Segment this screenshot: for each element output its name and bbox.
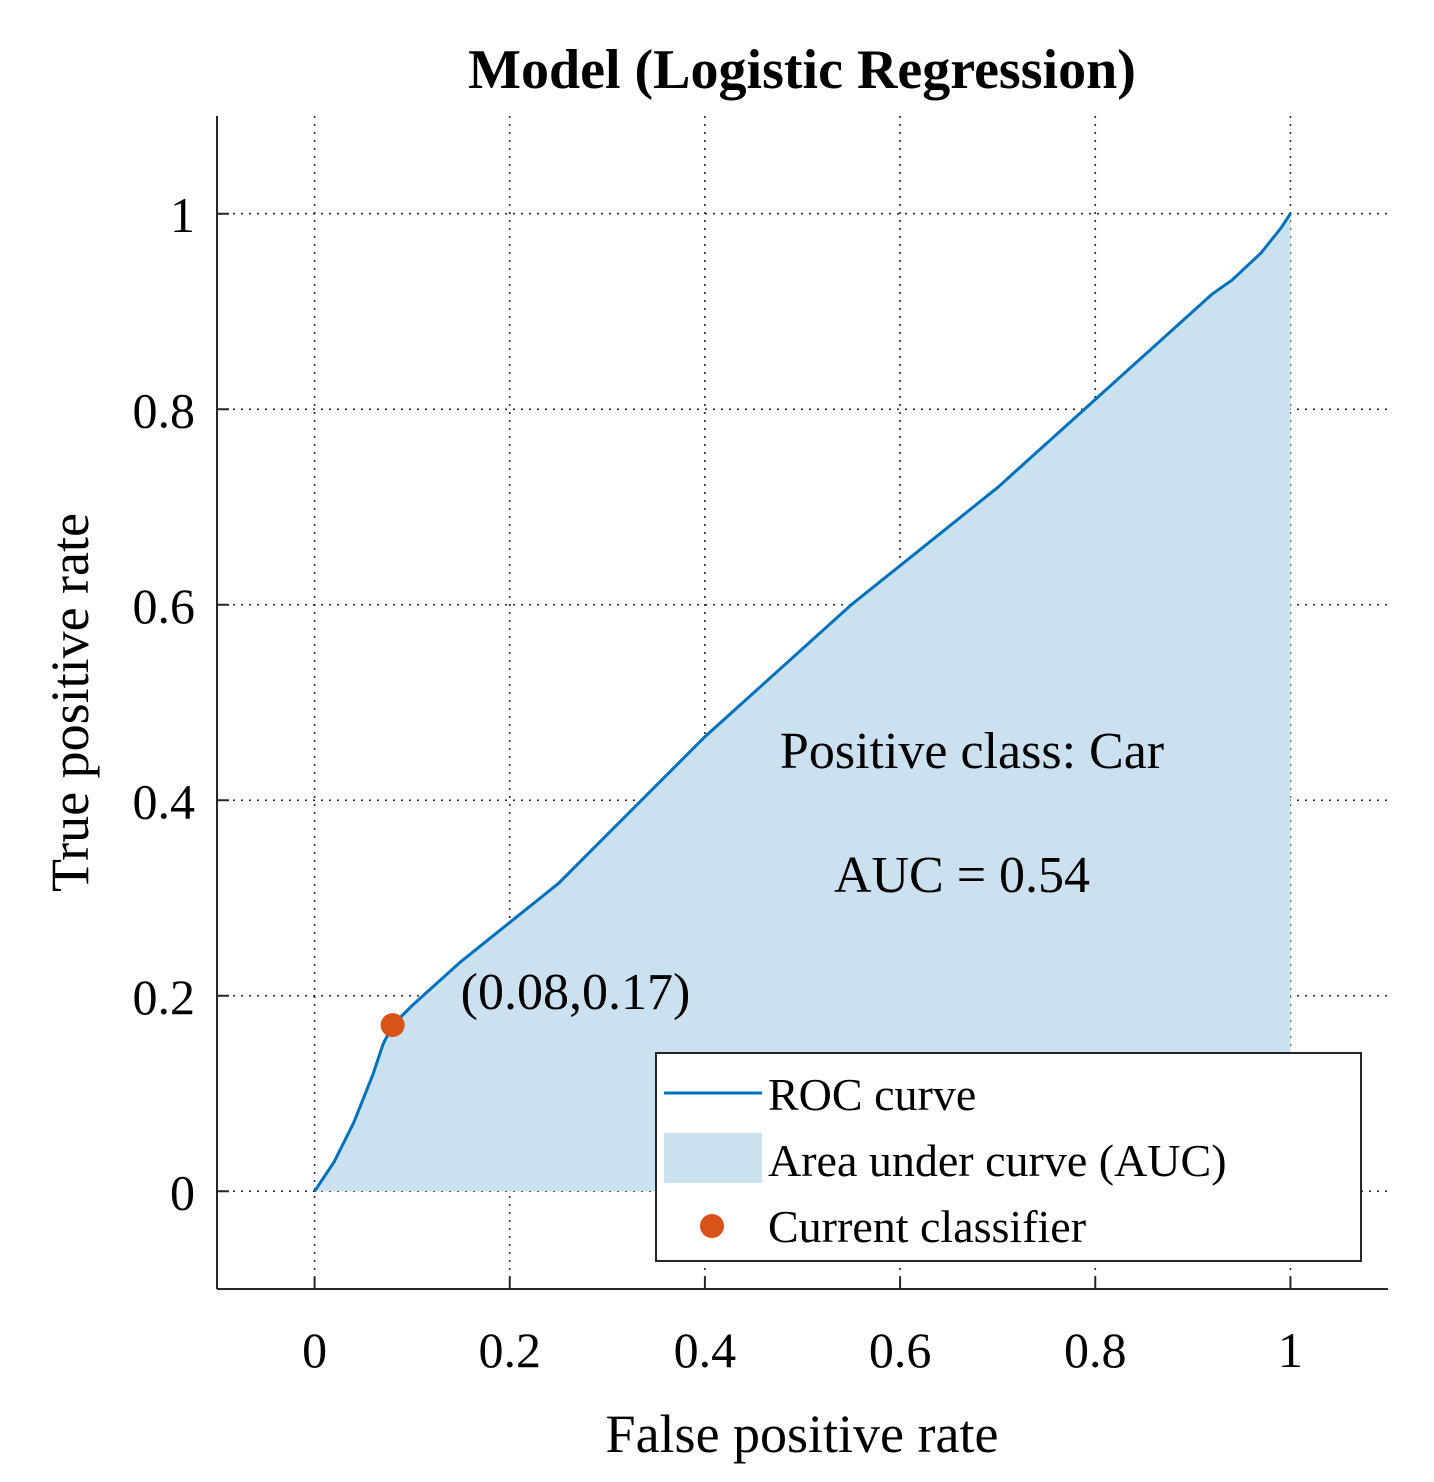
current-classifier-label: (0.08,0.17) — [461, 964, 691, 1021]
x-tick-label-2: 0.4 — [674, 1322, 737, 1378]
legend-entry-classifier: Current classifier — [768, 1201, 1086, 1252]
chart-title: Model (Logistic Regression) — [468, 39, 1136, 101]
x-tick-label-4: 0.8 — [1064, 1322, 1127, 1378]
axes — [216, 116, 1388, 1290]
y-axis-label: True positive rate — [40, 513, 100, 892]
legend-entry-auc: Area under curve (AUC) — [768, 1135, 1227, 1186]
legend-box — [655, 1052, 1362, 1262]
y-tick-label-3: 0.6 — [133, 578, 196, 634]
roc-curve-line — [313, 212, 1292, 1193]
x-tick-label-3: 0.6 — [869, 1322, 932, 1378]
legend-classifier-swatch — [700, 1214, 724, 1238]
y-tick-label-0: 0 — [170, 1164, 195, 1220]
x-axis-label: False positive rate — [606, 1404, 999, 1464]
auc-annotation: AUC = 0.54 — [834, 847, 1090, 904]
x-tick-label-0: 0 — [302, 1322, 327, 1378]
tick-labels: 0 0.2 0.4 0.6 0.8 1 0 0.2 0.4 0.6 0.8 1 — [133, 187, 1303, 1378]
x-tick-label-1: 0.2 — [479, 1322, 542, 1378]
x-tick-label-5: 1 — [1278, 1322, 1303, 1378]
y-tick-label-5: 1 — [170, 187, 195, 243]
y-tick-label-2: 0.4 — [133, 773, 196, 829]
positive-class-annotation: Positive class: Car — [780, 723, 1164, 780]
legend: ROC curve Area under curve (AUC) Current… — [655, 1052, 1362, 1262]
y-tick-label-1: 0.2 — [133, 969, 196, 1025]
y-tick-label-4: 0.8 — [133, 382, 196, 438]
legend-entry-roc: ROC curve — [768, 1069, 976, 1120]
legend-auc-swatch — [664, 1133, 762, 1183]
current-classifier-point — [380, 1013, 405, 1038]
auc-area — [314, 213, 1291, 1192]
